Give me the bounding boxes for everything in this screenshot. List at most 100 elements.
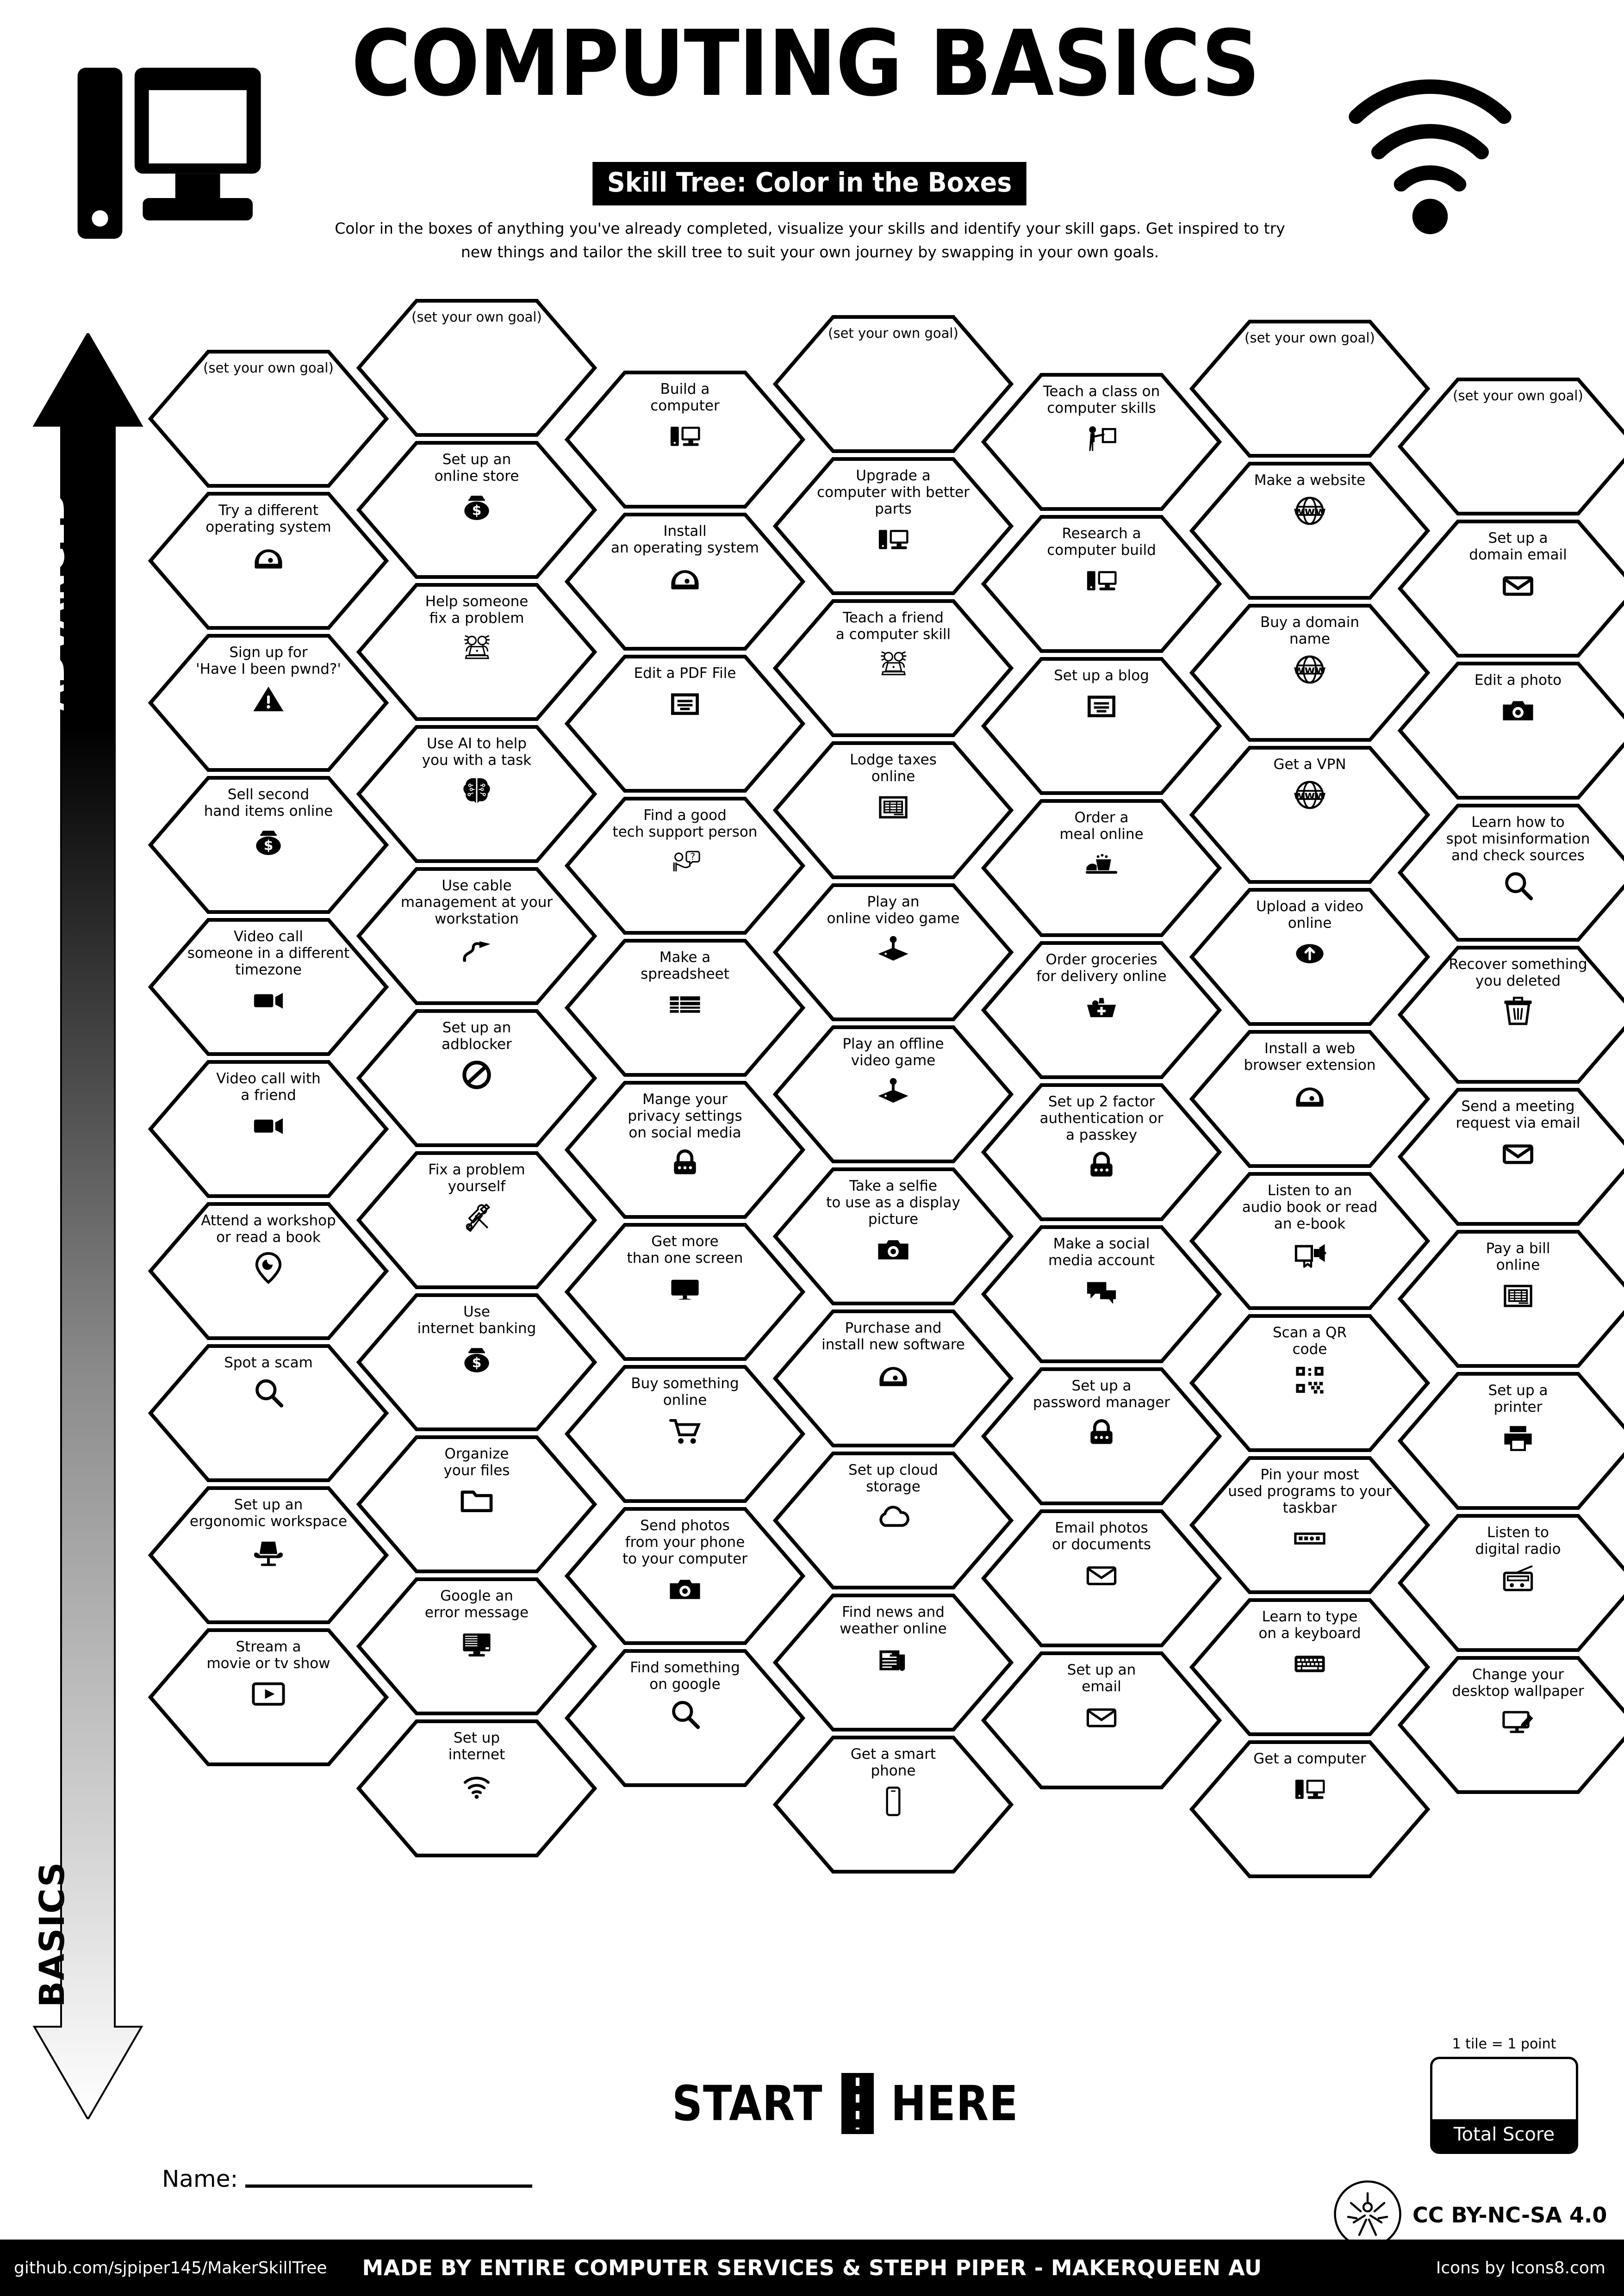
- score-box[interactable]: 1 tile = 1 point Total Score: [1430, 2036, 1578, 2154]
- skill-tile[interactable]: Use cable management at your workstation: [356, 867, 597, 1005]
- skill-tile[interactable]: Video call someone in a different timezo…: [148, 918, 389, 1056]
- skill-tile-label: Organize your files: [443, 1446, 510, 1479]
- skill-tile[interactable]: Fix a problem yourself: [356, 1151, 597, 1290]
- skill-tile[interactable]: Send a meeting request via email: [1398, 1087, 1624, 1226]
- skill-tile[interactable]: Pay a bill online: [1398, 1229, 1624, 1368]
- skill-tile[interactable]: Get a computer: [1189, 1740, 1430, 1879]
- skill-tile[interactable]: Play an offline video game: [773, 1025, 1014, 1164]
- license-text: CC BY-NC-SA 4.0: [1412, 2203, 1607, 2228]
- skill-tile[interactable]: Install an operating system: [565, 512, 805, 651]
- skill-tile[interactable]: (set your own goal): [1398, 377, 1624, 516]
- skill-tile[interactable]: Set up 2 factor authentication or a pass…: [981, 1083, 1222, 1222]
- skill-tile-label: Set up an email: [1067, 1662, 1136, 1695]
- skill-tile[interactable]: Play an online video game: [773, 883, 1014, 1022]
- skill-tile[interactable]: Recover something you deleted: [1398, 945, 1624, 1084]
- skill-tile[interactable]: Learn to type on a keyboard: [1189, 1598, 1430, 1737]
- skill-tile[interactable]: (set your own goal): [356, 298, 597, 437]
- skill-tile[interactable]: Set up internet: [356, 1719, 597, 1858]
- skill-tile[interactable]: Get a VPN www: [1189, 745, 1430, 884]
- footer-credit: MADE BY ENTIRE COMPUTER SERVICES & STEPH…: [362, 2255, 1262, 2280]
- skill-tile[interactable]: Order groceries for delivery online: [981, 941, 1222, 1080]
- skill-tile[interactable]: Attend a workshop or read a book: [148, 1202, 389, 1340]
- skill-tile[interactable]: Sign up for 'Have I been pwnd?': [148, 633, 389, 772]
- skill-tile[interactable]: Try a different operating system: [148, 491, 389, 630]
- skill-tile[interactable]: Teach a class on computer skills: [981, 372, 1222, 511]
- skill-tile[interactable]: Upgrade a computer with better parts: [773, 457, 1014, 596]
- skill-tile-label: Set up cloud storage: [848, 1462, 938, 1495]
- skill-tile[interactable]: Buy something online: [565, 1365, 805, 1503]
- skill-tile[interactable]: Video call with a friend: [148, 1060, 389, 1198]
- skill-tile[interactable]: Sell second hand items online $: [148, 776, 389, 914]
- skill-tile[interactable]: Buy a domain name www: [1189, 603, 1430, 742]
- skill-tile[interactable]: Scan a QR code: [1189, 1314, 1430, 1452]
- skill-tile[interactable]: Research a computer build: [981, 515, 1222, 653]
- skill-tile[interactable]: Set up an email: [981, 1651, 1222, 1790]
- skill-tile[interactable]: Listen to an audio book or read an e-boo…: [1189, 1172, 1430, 1310]
- skill-tile[interactable]: Upload a video online: [1189, 887, 1430, 1026]
- footer-repo-link[interactable]: github.com/sjpiper145/MakerSkillTree: [14, 2258, 327, 2277]
- skill-tile[interactable]: Send photos from your phone to your comp…: [565, 1507, 805, 1645]
- skill-tile[interactable]: Organize your files: [356, 1435, 597, 1574]
- smartphone-icon: [784, 1784, 1002, 1818]
- skill-tile[interactable]: Build a computer: [565, 370, 805, 509]
- wifi-logo-icon: [1333, 56, 1527, 242]
- skill-tile-label: Learn to type on a keyboard: [1258, 1608, 1361, 1642]
- skill-tile[interactable]: Set up an online store $: [356, 441, 597, 579]
- spreadsheet-icon: [576, 987, 794, 1022]
- skill-tile[interactable]: Set up a blog: [981, 657, 1222, 795]
- skill-tile[interactable]: Lodge taxes online: [773, 741, 1014, 880]
- desktop-tower-icon: [576, 419, 794, 453]
- start-label: START: [672, 2075, 823, 2132]
- skill-tile[interactable]: Learn how to spot misinformation and che…: [1398, 803, 1624, 942]
- skill-tile[interactable]: (set your own goal): [773, 315, 1014, 453]
- skill-tile[interactable]: Make a social media account: [981, 1225, 1222, 1364]
- skill-tile[interactable]: Pin your most used programs to your task…: [1189, 1456, 1430, 1595]
- skill-tile[interactable]: Make a website www: [1189, 461, 1430, 600]
- skill-tile[interactable]: Edit a PDF File: [565, 654, 805, 793]
- skill-tile[interactable]: (set your own goal): [1189, 319, 1430, 458]
- padlock-icon: [993, 1148, 1210, 1183]
- skill-tile[interactable]: Teach a friend a computer skill: [773, 599, 1014, 738]
- skill-tile[interactable]: Take a selfie to use as a display pictur…: [773, 1167, 1014, 1306]
- skill-tile[interactable]: Edit a photo: [1398, 661, 1624, 800]
- skill-tile[interactable]: Purchase and install new software: [773, 1309, 1014, 1448]
- footer-icon-credit[interactable]: Icons by Icons8.com: [1436, 2258, 1605, 2277]
- skill-tile[interactable]: Order a meal online: [981, 799, 1222, 937]
- skill-tile[interactable]: Get a smart phone: [773, 1735, 1014, 1874]
- skill-tile[interactable]: Use AI to help you with a task: [356, 725, 597, 863]
- score-frame[interactable]: Total Score: [1430, 2057, 1578, 2154]
- skill-tile[interactable]: Set up a domain email: [1398, 519, 1624, 658]
- skill-tile[interactable]: Help someone fix a problem: [356, 583, 597, 721]
- skill-tree-grid: (set your own goal) Try a different opera…: [0, 299, 1624, 2054]
- name-field-rule[interactable]: [245, 2184, 533, 2188]
- skill-tile[interactable]: Set up a printer: [1398, 1371, 1624, 1510]
- skill-tile[interactable]: Set up a password manager: [981, 1367, 1222, 1506]
- skill-tile[interactable]: Set up an adblocker: [356, 1009, 597, 1148]
- skill-tile[interactable]: Set up cloud storage: [773, 1451, 1014, 1590]
- skill-tile[interactable]: Install a web browser extension: [1189, 1030, 1430, 1168]
- monitor-text-icon: [368, 1626, 585, 1660]
- skill-tile[interactable]: Use internet banking $: [356, 1293, 597, 1432]
- folder-icon: [368, 1484, 585, 1518]
- skill-tile[interactable]: (set your own goal): [148, 349, 389, 488]
- skill-tile[interactable]: Change your desktop wallpaper: [1398, 1656, 1624, 1794]
- skill-tile[interactable]: Mange your privacy settings on social me…: [565, 1080, 805, 1219]
- skill-tile[interactable]: Listen to digital radio: [1398, 1514, 1624, 1652]
- skill-tile[interactable]: Get more than one screen: [565, 1222, 805, 1361]
- skill-tile[interactable]: Stream a movie or tv show: [148, 1628, 389, 1767]
- skill-tile-label: Google an error message: [424, 1588, 529, 1621]
- skill-tile[interactable]: Set up an ergonomic workspace: [148, 1486, 389, 1625]
- skill-tile[interactable]: Google an error message: [356, 1577, 597, 1716]
- tools-icon: [368, 1200, 585, 1234]
- skill-tile[interactable]: Make a spreadsheet: [565, 938, 805, 1077]
- www-globe-icon: www: [1201, 494, 1419, 528]
- warning-triangle-icon: [160, 683, 377, 717]
- skill-tile[interactable]: Find something on google: [565, 1649, 805, 1787]
- skill-tile[interactable]: Find a good tech support person?: [565, 796, 805, 935]
- envelope-outline-icon: [993, 1558, 1210, 1592]
- skill-tile-label: Edit a PDF File: [634, 665, 736, 682]
- skill-tile[interactable]: Spot a scam: [148, 1344, 389, 1483]
- name-field[interactable]: Name:: [162, 2166, 533, 2192]
- skill-tile[interactable]: Email photos or documents: [981, 1509, 1222, 1648]
- skill-tile[interactable]: Find news and weather online: [773, 1593, 1014, 1732]
